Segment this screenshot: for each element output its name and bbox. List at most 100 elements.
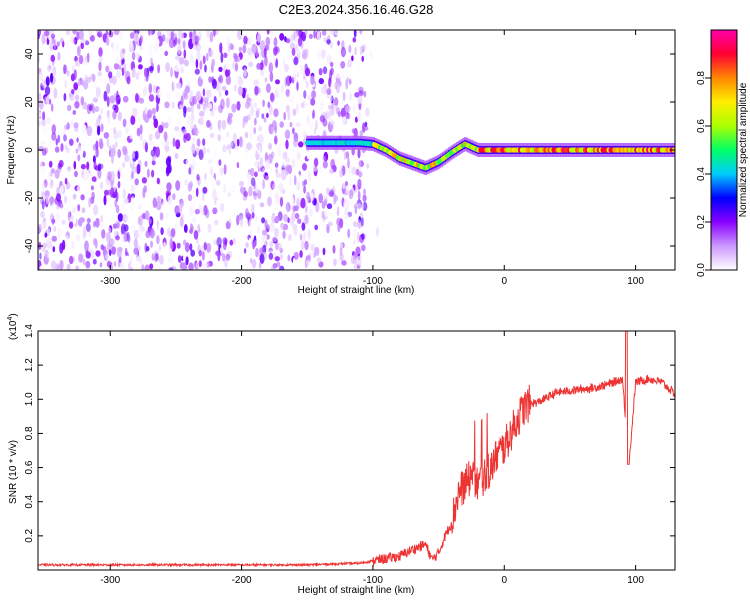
- heatmap-cell: [321, 49, 327, 57]
- heatmap-cell: [299, 233, 303, 241]
- heatmap-cell: [197, 103, 201, 110]
- heatmap-cell: [133, 247, 139, 255]
- heatmap-cell: [298, 141, 304, 148]
- heatmap-cell: [358, 159, 362, 168]
- heatmap-cell: [173, 130, 177, 137]
- heatmap-cell: [245, 212, 252, 220]
- heatmap-cell: [41, 119, 47, 126]
- snr-y-axis-label: SNR (10 * v/v): [8, 440, 19, 504]
- heatmap-cell: [80, 163, 86, 170]
- heatmap-cell: [289, 218, 295, 226]
- heatmap-cell: [106, 83, 111, 94]
- heatmap-cell: [322, 155, 327, 162]
- heatmap-cell: [66, 263, 71, 270]
- heatmap-cell: [134, 178, 139, 186]
- heatmap-cell: [329, 69, 333, 81]
- heatmap-cell: [98, 55, 103, 64]
- heatmap-cell: [232, 61, 236, 70]
- heatmap-cell: [342, 182, 346, 190]
- heatmap-cell: [218, 76, 222, 82]
- heatmap-cell: [262, 99, 265, 108]
- heatmap-cell: [64, 80, 67, 88]
- heatmap-cell: [293, 138, 299, 148]
- heatmap-cell: [77, 59, 80, 68]
- heatmap-cell: [72, 193, 77, 200]
- heatmap-cell: [40, 191, 45, 202]
- heatmap-cell: [224, 238, 228, 246]
- heatmap-cell: [149, 228, 155, 239]
- heatmap-cell: [86, 52, 90, 63]
- heatmap-cell: [120, 263, 125, 270]
- heatmap-cell: [296, 181, 301, 191]
- heatmap-cell: [54, 169, 60, 179]
- heatmap-cell: [185, 133, 191, 142]
- heatmap-cell: [361, 55, 365, 62]
- heatmap-cell: [38, 138, 41, 148]
- heatmap-cell: [111, 154, 114, 164]
- heatmap-cell: [100, 244, 105, 251]
- heatmap-cell: [92, 56, 96, 67]
- heatmap-cell: [288, 195, 295, 206]
- heatmap-y-tick-label: 0: [24, 147, 35, 153]
- heatmap-cell: [80, 109, 85, 117]
- heatmap-cell: [92, 258, 97, 265]
- heatmap-cell: [353, 228, 358, 239]
- heatmap-cell: [126, 231, 130, 242]
- heatmap-cell: [156, 177, 160, 185]
- heatmap-cell: [270, 266, 274, 270]
- heatmap-cell: [278, 230, 282, 242]
- heatmap-cell: [189, 55, 194, 64]
- snr-x-tick-label: 0: [501, 575, 507, 586]
- heatmap-cell: [342, 50, 347, 56]
- heatmap-cell: [114, 199, 117, 208]
- heatmap-cell: [343, 151, 347, 161]
- heatmap-cell: [321, 87, 325, 96]
- heatmap-cell: [243, 162, 247, 170]
- heatmap-cell: [100, 214, 104, 223]
- snr-y-tick-label: 0.6: [24, 460, 35, 474]
- heatmap-cell: [227, 185, 232, 194]
- snr-x-tick-label: -100: [363, 575, 383, 586]
- heatmap-cell: [318, 193, 324, 204]
- snr-y-tick-label: 0.8: [24, 426, 35, 440]
- heatmap-cell: [188, 262, 194, 270]
- heatmap-cell: [121, 31, 125, 38]
- heatmap-cell: [226, 144, 231, 150]
- heatmap-cell: [44, 232, 48, 238]
- heatmap-cell: [105, 176, 110, 188]
- heatmap-cell: [95, 140, 99, 151]
- heatmap-cell: [100, 107, 103, 115]
- heatmap-cell: [280, 254, 283, 260]
- heatmap-cell: [85, 76, 92, 83]
- heatmap-cell: [172, 137, 176, 147]
- heatmap-cell: [70, 34, 74, 44]
- heatmap-cell: [358, 90, 364, 96]
- heatmap-cell: [194, 68, 200, 75]
- heatmap-cell: [347, 59, 352, 68]
- heatmap-cell: [117, 213, 124, 222]
- heatmap-cell: [66, 104, 72, 112]
- heatmap-cell: [44, 86, 51, 96]
- heatmap-cell: [169, 145, 172, 154]
- heatmap-cell: [125, 247, 128, 256]
- heatmap-cell: [328, 191, 335, 197]
- heatmap-cell: [55, 138, 58, 146]
- heatmap-cell: [93, 204, 99, 216]
- heatmap-cell: [250, 167, 255, 177]
- heatmap-cell: [203, 204, 208, 216]
- heatmap-cell: [357, 111, 362, 123]
- heatmap-cell: [73, 69, 77, 81]
- heatmap-cell: [78, 30, 84, 40]
- heatmap-cell: [231, 184, 236, 194]
- heatmap-cell: [77, 144, 82, 152]
- snr-x-tick-label: 100: [627, 575, 644, 586]
- heatmap-cell: [181, 128, 188, 135]
- heatmap-cell: [213, 149, 217, 156]
- heatmap-cell: [99, 262, 103, 268]
- heatmap-cell: [242, 44, 247, 54]
- heatmap-cell: [157, 64, 161, 74]
- heatmap-cell: [92, 155, 96, 164]
- heatmap-cell: [342, 116, 347, 125]
- heatmap-cell: [324, 210, 328, 217]
- heatmap-cell: [269, 71, 274, 83]
